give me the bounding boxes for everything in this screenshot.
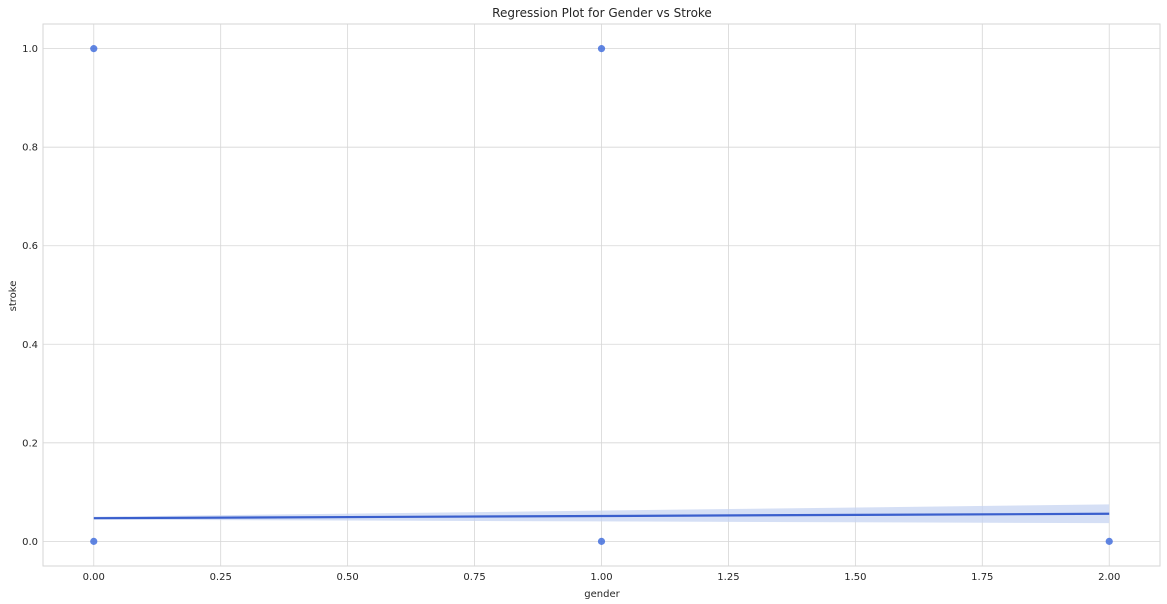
confidence-band-layer: [93, 504, 1110, 524]
regression-line: [93, 512, 1110, 520]
y-tick-label: 1.0: [22, 44, 38, 55]
y-tick-label: 0.4: [22, 340, 38, 351]
data-point: [1105, 537, 1113, 545]
data-point: [90, 45, 98, 53]
x-tick-label: 0.50: [337, 572, 359, 583]
x-tick-labels: 0.00 0.25 0.50 0.75 1.00 1.25 1.50 1.75 2.00: [83, 572, 1121, 583]
x-tick-label: 0.00: [83, 572, 105, 583]
confidence-band: [93, 504, 1110, 524]
x-tick-label: 2.00: [1098, 572, 1120, 583]
data-point: [597, 537, 606, 545]
y-tick-label: 0.2: [22, 438, 38, 449]
y-tick-label: 0.6: [22, 241, 38, 252]
chart-title: Regression Plot for Gender vs Stroke: [492, 6, 712, 20]
x-tick-label: 1.75: [971, 572, 993, 583]
regression-line-layer: [93, 512, 1110, 520]
data-point: [90, 537, 98, 545]
x-tick-label: 1.50: [844, 572, 866, 583]
data-point: [597, 45, 606, 53]
y-axis-label: stroke: [8, 281, 19, 312]
data-points: [90, 45, 1113, 545]
y-tick-labels: 0.0 0.2 0.4 0.6 0.8 1.0: [22, 44, 38, 548]
y-tick-label: 0.8: [22, 143, 38, 154]
x-tick-label: 0.75: [463, 572, 485, 583]
y-tick-label: 0.0: [22, 537, 38, 548]
x-tick-label: 0.25: [210, 572, 232, 583]
x-tick-label: 1.25: [717, 572, 739, 583]
x-tick-label: 1.00: [590, 572, 612, 583]
x-axis-label: gender: [584, 589, 620, 600]
